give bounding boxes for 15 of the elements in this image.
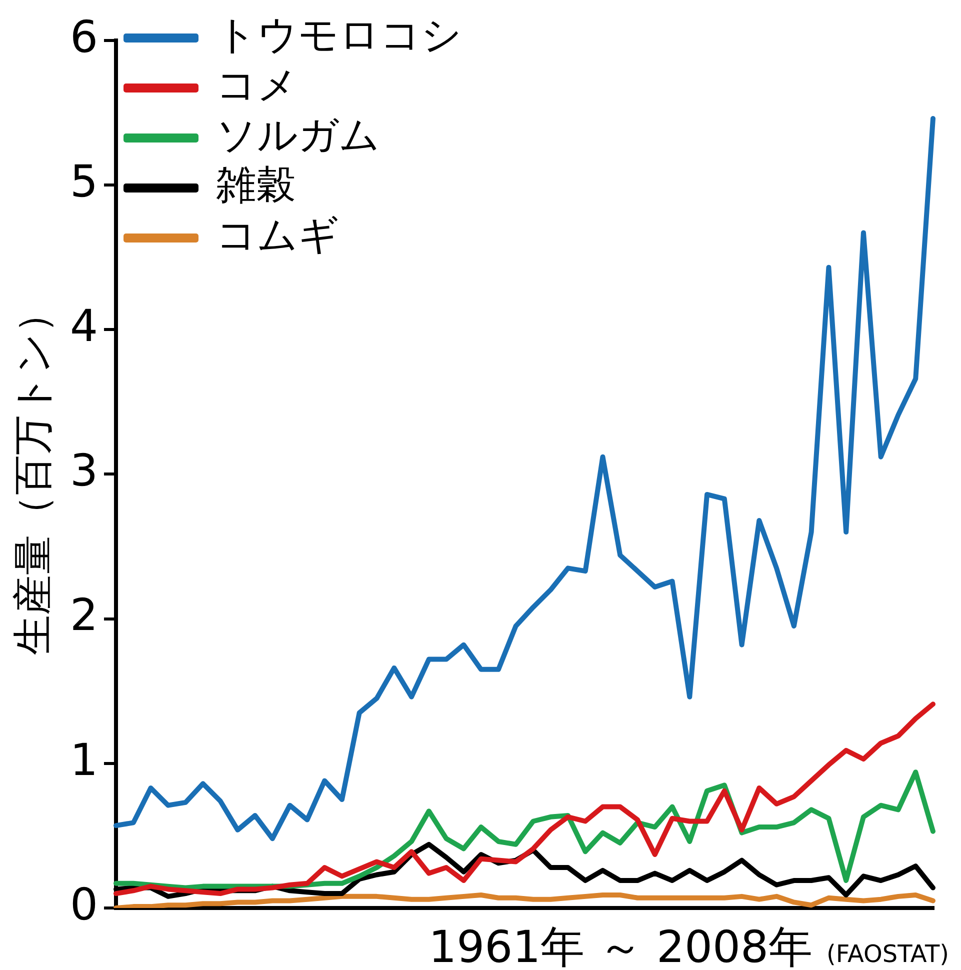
legend-label: 雑穀 bbox=[216, 162, 296, 208]
legend-label: コメ bbox=[216, 62, 298, 108]
y-tick-label: 4 bbox=[70, 301, 98, 352]
y-tick-label: 5 bbox=[70, 156, 98, 208]
x-axis-title: 1961年 ～ 2008年 bbox=[428, 922, 813, 970]
y-tick-label: 1 bbox=[70, 734, 98, 786]
y-tick-label: 6 bbox=[70, 12, 98, 63]
y-tick-label: 0 bbox=[70, 879, 98, 930]
legend-label: コムギ bbox=[216, 212, 339, 258]
y-tick-label: 2 bbox=[70, 590, 98, 642]
y-tick-label: 3 bbox=[70, 446, 98, 497]
legend-label: ソルガム bbox=[216, 112, 380, 158]
legend-label: トウモロコシ bbox=[216, 12, 462, 58]
text: (FAOSTAT) bbox=[826, 940, 949, 968]
y-axis-title: 生産量（百万トン） bbox=[10, 293, 56, 656]
